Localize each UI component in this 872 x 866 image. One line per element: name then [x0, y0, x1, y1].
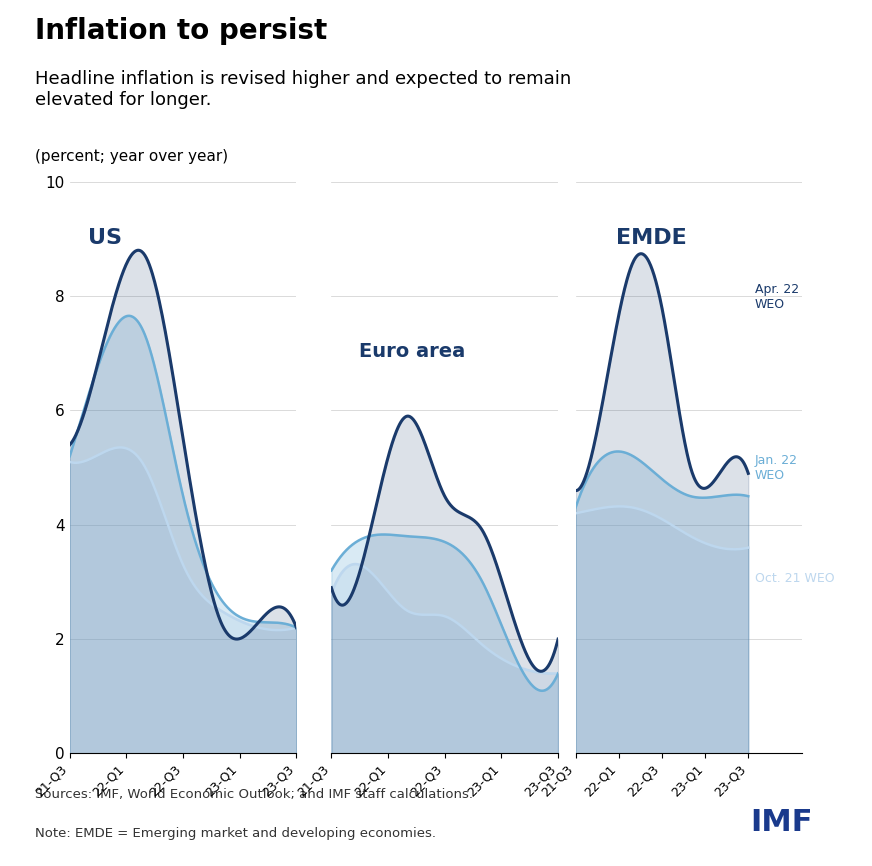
Text: Oct. 21 WEO: Oct. 21 WEO: [755, 572, 835, 585]
Text: US: US: [88, 228, 122, 248]
Text: Sources: IMF, World Economic Outlook; and IMF staff calculations.: Sources: IMF, World Economic Outlook; an…: [35, 788, 473, 801]
Text: Apr. 22
WEO: Apr. 22 WEO: [755, 282, 799, 311]
Text: Jan. 22
WEO: Jan. 22 WEO: [755, 454, 798, 482]
Text: EMDE: EMDE: [617, 228, 687, 248]
Text: Note: EMDE = Emerging market and developing economies.: Note: EMDE = Emerging market and develop…: [35, 827, 436, 840]
Text: IMF: IMF: [751, 808, 813, 837]
Text: (percent; year over year): (percent; year over year): [35, 149, 228, 164]
Text: Euro area: Euro area: [358, 342, 465, 361]
Text: Headline inflation is revised higher and expected to remain
elevated for longer.: Headline inflation is revised higher and…: [35, 70, 571, 109]
Text: Inflation to persist: Inflation to persist: [35, 17, 327, 45]
